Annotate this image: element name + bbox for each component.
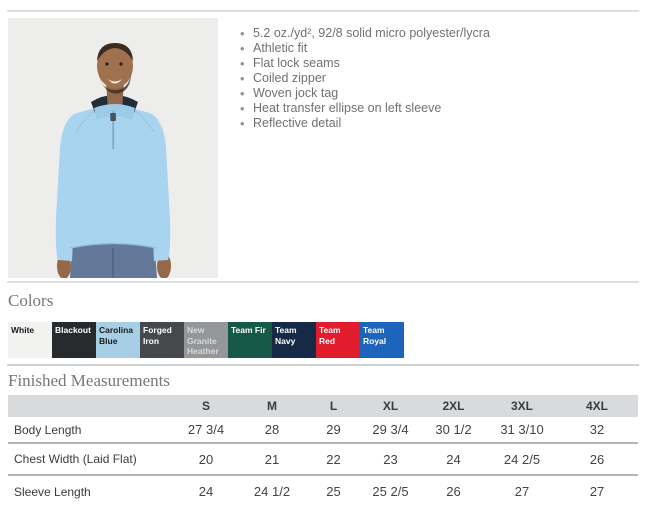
measurement-value: 27 bbox=[514, 484, 530, 499]
measurement-value: 24 bbox=[198, 484, 214, 499]
swatch-label: Blackout bbox=[55, 325, 91, 335]
measurement-value: 29 bbox=[326, 422, 341, 437]
measurement-label: Chest Width (Laid Flat) bbox=[14, 452, 137, 466]
measurement-value: 25 bbox=[326, 484, 341, 499]
model-illustration bbox=[8, 18, 218, 278]
measurement-value: 27 bbox=[589, 484, 605, 499]
color-swatch-team-fir[interactable]: Team Fir bbox=[228, 322, 272, 358]
color-swatch-carolina-blue[interactable]: Carolina Blue bbox=[96, 322, 140, 358]
measurement-row-sleeve-length: Sleeve Length 24 24 1/2 25 25 2/5 26 27 … bbox=[8, 475, 638, 507]
color-swatch-team-red[interactable]: Team Red bbox=[316, 322, 360, 358]
measurement-value: 32 bbox=[589, 422, 605, 437]
feature-item: Athletic fit bbox=[240, 41, 490, 56]
size-column-header: L bbox=[329, 399, 338, 413]
measurement-value: 23 bbox=[383, 451, 398, 467]
measurement-row-body-length: Body Length 27 3/4 28 29 29 3/4 30 1/2 3… bbox=[8, 417, 638, 443]
color-swatch-blackout[interactable]: Blackout bbox=[52, 322, 96, 358]
measurement-value: 20 bbox=[198, 451, 214, 467]
swatch-label: Team Fir bbox=[231, 325, 266, 335]
measurement-label: Sleeve Length bbox=[14, 484, 91, 499]
color-swatch-new-granite-heather[interactable]: New Granite Heather bbox=[184, 322, 228, 358]
measurement-value: 21 bbox=[264, 451, 280, 467]
measurement-value: 31 3/10 bbox=[500, 422, 544, 437]
color-swatch-forged-iron[interactable]: Forged Iron bbox=[140, 322, 184, 358]
size-column-header: XL bbox=[382, 399, 399, 413]
swatch-label: Team Red bbox=[319, 325, 341, 346]
beard bbox=[99, 73, 131, 94]
swatch-label: Carolina Blue bbox=[99, 325, 134, 346]
size-column-header-empty bbox=[8, 395, 173, 417]
measurement-value: 26 bbox=[589, 451, 605, 467]
feature-item: 5.2 oz./yd², 92/8 solid micro polyester/… bbox=[240, 26, 490, 41]
size-column-header: 3XL bbox=[510, 399, 533, 413]
head bbox=[97, 44, 133, 88]
size-column-header: S bbox=[201, 399, 210, 413]
table-header-row: S M L XL 2XL 3XL 4XL bbox=[8, 395, 638, 417]
colors-heading: Colors bbox=[8, 291, 54, 310]
feature-item: Reflective detail bbox=[240, 116, 490, 131]
zipper-pull bbox=[110, 113, 116, 121]
top-divider bbox=[7, 10, 639, 12]
measurement-value: 29 3/4 bbox=[372, 422, 409, 437]
size-column-header: 4XL bbox=[585, 399, 608, 413]
smile bbox=[108, 79, 122, 84]
feature-item: Coiled zipper bbox=[240, 71, 490, 86]
photo-section-divider bbox=[7, 281, 639, 283]
collar-band bbox=[94, 104, 135, 120]
feature-item: Heat transfer ellipse on left sleeve bbox=[240, 101, 490, 116]
measurements-heading: Finished Measurements bbox=[8, 371, 170, 390]
measurement-value: 24 bbox=[446, 451, 461, 467]
swatch-label: Forged Iron bbox=[143, 325, 172, 346]
feature-item: Woven jock tag bbox=[240, 86, 490, 101]
swatch-label: New Granite Heather bbox=[187, 325, 219, 356]
measurement-value: 25 2/5 bbox=[372, 484, 409, 499]
colors-section-divider bbox=[7, 364, 639, 366]
color-swatch-white[interactable]: White bbox=[8, 322, 52, 358]
size-column-header: 2XL bbox=[442, 399, 465, 413]
color-swatch-team-navy[interactable]: Team Navy bbox=[272, 322, 316, 358]
measurement-value: 30 1/2 bbox=[435, 422, 472, 437]
color-swatches: White Blackout Carolina Blue Forged Iron… bbox=[8, 322, 404, 358]
measurement-row-chest-width: Chest Width (Laid Flat) 20 21 22 23 24 2… bbox=[8, 443, 638, 475]
feature-item: Flat lock seams bbox=[240, 56, 490, 71]
swatch-label: White bbox=[11, 325, 35, 335]
measurement-value: 27 3/4 bbox=[187, 422, 225, 437]
color-swatch-team-royal[interactable]: Team Royal bbox=[360, 322, 404, 358]
zipper bbox=[112, 111, 115, 149]
measurements-table: S M L XL 2XL 3XL 4XL Body Length 27 3/4 … bbox=[8, 395, 638, 507]
hair bbox=[97, 43, 133, 61]
measurement-value: 28 bbox=[264, 422, 280, 437]
measurement-value: 26 bbox=[446, 484, 461, 499]
measurement-value: 24 1/2 bbox=[253, 484, 291, 499]
swatch-label: Team Navy bbox=[275, 325, 297, 346]
swatch-label: Team Royal bbox=[363, 325, 387, 346]
measurement-value: 24 2/5 bbox=[503, 451, 541, 467]
feature-list: 5.2 oz./yd², 92/8 solid micro polyester/… bbox=[240, 26, 490, 131]
size-column-header: M bbox=[267, 399, 277, 413]
pullover-torso bbox=[68, 107, 158, 248]
product-photo bbox=[8, 18, 218, 278]
measurement-value: 22 bbox=[326, 451, 341, 467]
measurement-label: Body Length bbox=[14, 422, 82, 437]
